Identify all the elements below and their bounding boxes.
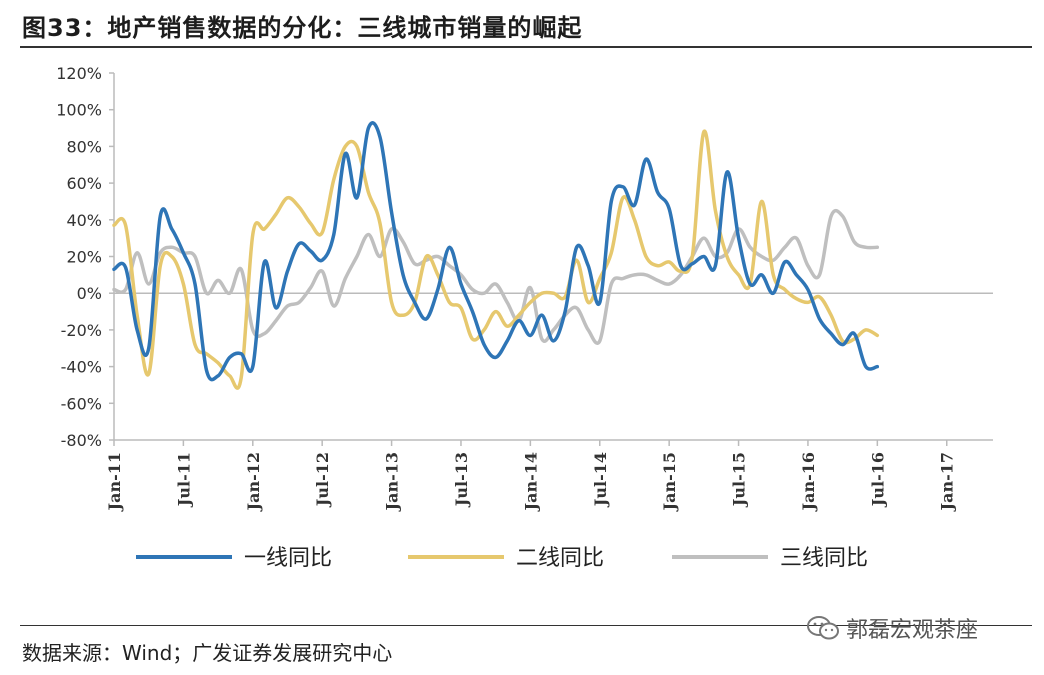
x-tick-label: Jul-11 [174, 452, 193, 508]
y-tick-label: 0% [77, 284, 102, 303]
source-note: 数据来源：Wind；广发证券发展研究中心 [22, 641, 393, 665]
chart-title: 图33：地产销售数据的分化：三线城市销量的崛起 [22, 14, 583, 42]
series-layer [112, 121, 880, 390]
x-tick-label: Jul-14 [591, 452, 610, 508]
x-tick-label: Jan-12 [244, 452, 263, 512]
y-tick-label: 120% [56, 64, 102, 83]
x-tick-label: Jan-11 [105, 452, 124, 512]
x-tick-label: Jul-12 [313, 452, 332, 508]
series-line-tier3 [112, 208, 880, 345]
legend-label-tier3: 三线同比 [780, 546, 868, 571]
footer-divider [20, 625, 1032, 626]
x-tick-label: Jan-16 [799, 452, 818, 512]
x-tick-label: Jan-17 [938, 452, 957, 512]
wechat-icon [807, 616, 839, 640]
y-tick-label: 20% [66, 248, 102, 267]
x-tick-label: Jul-15 [730, 452, 749, 508]
y-tick-label: 60% [66, 174, 102, 193]
legend-label-tier2: 二线同比 [516, 546, 604, 571]
watermark-text: 郭磊宏观茶座 [846, 618, 979, 643]
y-tick-label: -40% [61, 358, 102, 377]
series-line-tier1 [112, 121, 880, 382]
series-line-tier2 [112, 129, 880, 390]
y-tick-label: 80% [66, 137, 102, 156]
title-divider [20, 46, 1032, 48]
x-tick-label: Jan-14 [521, 452, 540, 512]
watermark: 郭磊宏观茶座 [806, 612, 978, 644]
x-tick-label: Jul-13 [452, 452, 471, 508]
legend-label-tier1: 一线同比 [244, 546, 332, 571]
y-tick-label: -80% [61, 431, 102, 450]
line-chart: 120% 100% 80% 60% 40% 20% 0% -20% -40% -60% -80% J… [56, 64, 993, 571]
y-tick-label: -20% [61, 321, 102, 340]
x-tick-label: Jan-15 [660, 452, 679, 512]
y-axis: 120% 100% 80% 60% 40% 20% 0% -20% -40% -60% -80% [56, 64, 115, 450]
x-axis: Jan-11 Jul-11 Jan-12 Jul-12 Jan-13 Jul-13 Jan-… [105, 292, 993, 512]
y-tick-label: -60% [61, 394, 102, 413]
x-tick-label: Jul-16 [868, 452, 887, 508]
legend: 一线同比 二线同比 三线同比 [136, 546, 868, 571]
x-tick-label: Jan-13 [383, 452, 402, 512]
y-tick-label: 100% [56, 101, 102, 120]
y-tick-label: 40% [66, 211, 102, 230]
